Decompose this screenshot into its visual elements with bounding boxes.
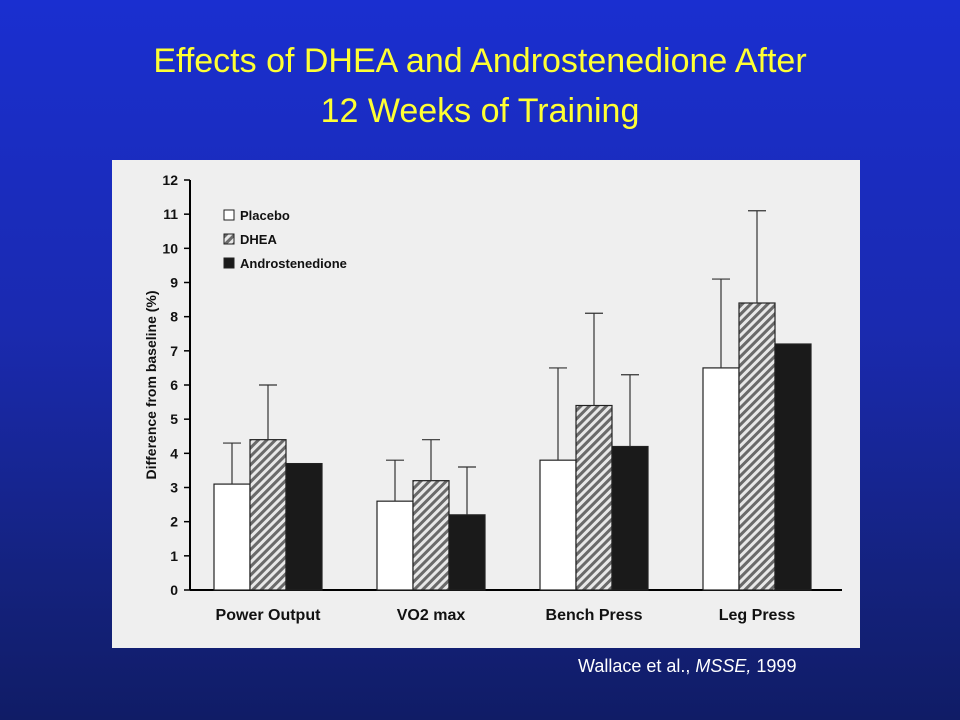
- y-tick-label: 6: [170, 377, 178, 393]
- bar-dhea-2: [575, 404, 613, 591]
- legend-label-placebo: Placebo: [240, 208, 290, 223]
- slide-title-line-2: 12 Weeks of Training: [320, 92, 640, 130]
- legend-swatch-dhea: [223, 233, 235, 245]
- y-tick-label: 9: [170, 275, 178, 291]
- bar-dhea-3: [738, 302, 776, 591]
- bar-placebo-0: [213, 483, 251, 591]
- y-tick-label: 12: [162, 172, 178, 188]
- bar-placebo-3: [702, 367, 740, 591]
- bar-androstenedione-1: [448, 514, 486, 591]
- y-tick-label: 3: [170, 480, 178, 496]
- bar-androstenedione-0: [285, 462, 323, 591]
- y-tick-label: 4: [170, 445, 178, 461]
- bar-dhea-1: [412, 480, 450, 591]
- y-tick-label: 7: [170, 343, 178, 359]
- legend-label-androstenedione: Androstenedione: [240, 256, 347, 271]
- legend-swatch-androstenedione: [223, 257, 235, 269]
- bar-placebo-2: [539, 459, 577, 591]
- y-tick-label: 5: [170, 411, 178, 427]
- x-tick-label: VO2 max: [397, 607, 466, 624]
- citation-authors: Wallace et al.,: [578, 656, 696, 676]
- bar-androstenedione-3: [774, 343, 812, 591]
- y-tick-label: 11: [163, 206, 178, 222]
- slide-title-line-1: Effects of DHEA and Androstenedione Afte…: [153, 42, 807, 80]
- bar-dhea-0: [249, 439, 287, 591]
- y-tick-label: 1: [170, 548, 178, 564]
- citation: Wallace et al., MSSE, 1999: [578, 656, 796, 677]
- y-tick-label: 0: [170, 582, 178, 598]
- y-tick-label: 10: [162, 240, 178, 256]
- y-tick-label: 2: [170, 514, 178, 530]
- x-tick-label: Bench Press: [546, 607, 643, 624]
- chart-figure: 0 1 2 3 4 5 6 7 8 9 10 11 12 Difference from baseline…: [112, 160, 860, 648]
- slide-title: Effects of DHEA and Androstenedione Afte…: [0, 36, 960, 136]
- x-tick-label: Power Output: [216, 607, 322, 624]
- citation-journal: MSSE,: [695, 656, 752, 676]
- citation-year: 1999: [751, 656, 797, 676]
- x-tick-label: Leg Press: [719, 607, 796, 624]
- legend-swatch-placebo: [223, 209, 235, 221]
- y-tick-label: 8: [170, 309, 178, 325]
- legend-label-dhea: DHEA: [240, 232, 277, 247]
- bar-androstenedione-2: [611, 445, 649, 591]
- bar-placebo-1: [376, 500, 414, 591]
- y-axis-label: Difference from baseline (%): [143, 290, 159, 479]
